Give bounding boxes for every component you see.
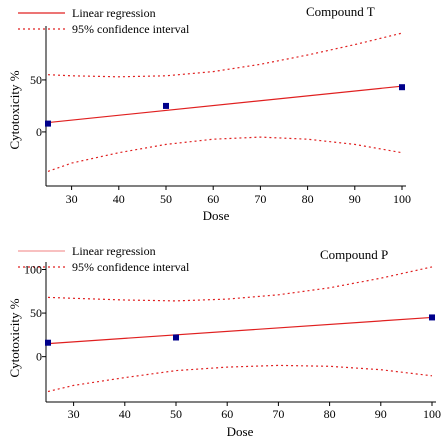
chart-compound-t: Linear regression 95% confidence interva… bbox=[7, 4, 411, 223]
data-point bbox=[163, 102, 169, 109]
x-tick-label: 30 bbox=[68, 407, 80, 421]
x-tick-label: 80 bbox=[302, 192, 314, 206]
x-tick-label: 80 bbox=[324, 407, 336, 421]
x-tick-label: 60 bbox=[221, 407, 233, 421]
x-axis-title: Dose bbox=[227, 424, 254, 439]
x-axis-title: Dose bbox=[203, 208, 230, 223]
x-tick-label: 60 bbox=[207, 192, 219, 206]
y-axis-title: Cytotoxicity % bbox=[7, 70, 22, 149]
x-tick-label: 100 bbox=[393, 192, 411, 206]
x-tick-label: 40 bbox=[113, 192, 125, 206]
y-tick-label: 100 bbox=[24, 262, 42, 276]
x-tick-label: 100 bbox=[423, 407, 441, 421]
x-tick-label: 40 bbox=[119, 407, 131, 421]
data-point bbox=[173, 334, 179, 341]
regression-line bbox=[47, 85, 403, 124]
regression-line bbox=[47, 316, 433, 345]
legend-ci-label: 95% confidence interval bbox=[72, 260, 190, 274]
legend: Linear regression 95% confidence interva… bbox=[18, 244, 190, 274]
y-tick-label: 0 bbox=[36, 350, 42, 364]
chart-compound-p: Linear regression 95% confidence interva… bbox=[7, 244, 441, 439]
y-axis-title: Cytotoxicity % bbox=[7, 298, 22, 377]
x-tick-label: 70 bbox=[254, 192, 266, 206]
y-tick-label: 50 bbox=[30, 73, 42, 87]
data-point bbox=[45, 120, 51, 127]
chart-title: Compound P bbox=[320, 247, 388, 262]
data-point bbox=[45, 339, 51, 346]
ci-lower-curve bbox=[47, 364, 433, 393]
x-tick-label: 90 bbox=[375, 407, 387, 421]
x-tick-label: 50 bbox=[170, 407, 182, 421]
data-point bbox=[429, 314, 435, 321]
y-tick-label: 0 bbox=[36, 125, 42, 139]
x-tick-label: 70 bbox=[272, 407, 284, 421]
legend-regression-label: Linear regression bbox=[72, 244, 156, 258]
ci-lower-curve bbox=[47, 136, 403, 172]
legend-ci-label: 95% confidence interval bbox=[72, 22, 190, 36]
ci-upper-curve bbox=[47, 32, 403, 78]
legend: Linear regression 95% confidence interva… bbox=[18, 6, 190, 36]
x-tick-label: 30 bbox=[66, 192, 78, 206]
chart-title: Compound T bbox=[306, 4, 375, 19]
x-tick-label: 50 bbox=[160, 192, 172, 206]
data-point bbox=[399, 84, 405, 91]
y-tick-label: 50 bbox=[30, 306, 42, 320]
x-tick-label: 90 bbox=[349, 192, 361, 206]
legend-regression-label: Linear regression bbox=[72, 6, 156, 20]
